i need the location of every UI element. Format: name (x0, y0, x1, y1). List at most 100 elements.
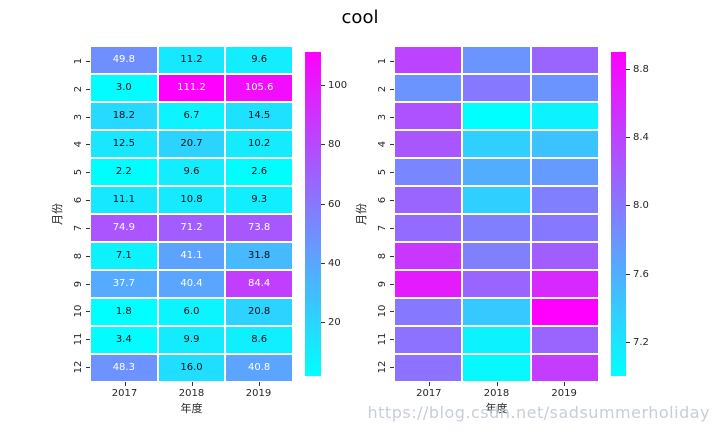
y-tick-label: 10 (377, 305, 388, 318)
x-tick-mark (428, 382, 430, 386)
colorbar-tick-label: 7.2 (633, 336, 649, 348)
heatmap-cell: 105.6 (226, 75, 292, 101)
colorbar-tick-label: 8.8 (633, 64, 649, 76)
colorbar-tick-mark (321, 203, 325, 205)
y-tick-mark (390, 172, 394, 174)
heatmap-cell: 84.4 (226, 271, 292, 297)
y-tick-mark (86, 60, 90, 62)
heatmap-cell: 20.8 (226, 299, 292, 325)
heatmap-cell (463, 159, 530, 185)
heatmap-cell: 6.7 (158, 103, 225, 129)
colorbar-tick-mark (321, 322, 325, 324)
colorbar-tick-label: 20 (328, 317, 341, 329)
heatmap-cell (463, 215, 530, 241)
heatmap-cell: 14.5 (226, 103, 292, 129)
heatmap-cell: 18.2 (91, 103, 157, 129)
heatmap-cell: 11.1 (91, 187, 157, 213)
y-tick-label: 12 (377, 360, 388, 374)
y-tick-mark (86, 367, 90, 369)
heatmap-cell: 41.1 (158, 243, 225, 269)
heatmap-cell: 49.8 (91, 47, 157, 73)
y-tick-label: 1 (377, 57, 388, 65)
heatmap-cell: 3.4 (91, 327, 157, 353)
heatmap-cell (463, 355, 530, 381)
heatmap-cell (531, 327, 598, 353)
y-tick-mark (390, 200, 394, 202)
colorbar-tick-mark (626, 69, 630, 71)
heatmap-cell: 40.4 (158, 271, 225, 297)
y-tick-mark (390, 60, 394, 62)
heatmap-cell: 2.2 (91, 159, 157, 185)
y-tick-mark (86, 311, 90, 313)
heatmap-cell: 9.3 (226, 187, 292, 213)
heatmap-cell (531, 131, 598, 157)
y-tick-label: 6 (377, 196, 388, 204)
y-tick-mark (86, 172, 90, 174)
heatmap-cell (531, 103, 598, 129)
heatmap-cell: 12.5 (91, 131, 157, 157)
heatmap-cell: 73.8 (226, 215, 292, 241)
heatmap-cell (463, 271, 530, 297)
y-tick-mark (86, 200, 90, 202)
heatmap-cell (395, 187, 462, 213)
heatmap-cell: 31.8 (226, 243, 292, 269)
chart-title: cool (341, 7, 379, 28)
y-tick-mark (390, 227, 394, 229)
y-tick-label: 3 (377, 113, 388, 120)
heatmap-cell: 6.0 (158, 299, 225, 325)
y-tick-mark (86, 283, 90, 285)
x-tick-label: 2019 (245, 388, 272, 399)
y-tick-mark (86, 144, 90, 146)
heatmap-cell (463, 327, 530, 353)
heatmap-cell (395, 47, 462, 73)
colorbar-tick-label: 8.4 (633, 132, 649, 144)
heatmap-cell: 111.2 (158, 75, 225, 101)
y-tick-label: 7 (377, 224, 388, 232)
heatmap-cell (531, 75, 598, 101)
heatmap-grid (395, 47, 598, 381)
heatmap-cell (395, 355, 462, 381)
heatmap-cell: 7.1 (91, 243, 157, 269)
heatmap-cell (531, 187, 598, 213)
heatmap-cell (531, 215, 598, 241)
heatmap-cell: 48.3 (91, 355, 157, 381)
heatmap-cell (463, 75, 530, 101)
x-tick-mark (191, 382, 193, 386)
heatmap-cell (395, 75, 462, 101)
heatmap-cell: 16.0 (158, 355, 225, 381)
heatmap-cell (531, 355, 598, 381)
heatmap-cell (463, 299, 530, 325)
y-tick-mark (390, 367, 394, 369)
x-tick-label: 2019 (551, 388, 577, 399)
heatmap-cell (531, 159, 598, 185)
x-tick-mark (258, 382, 260, 386)
y-tick-mark (86, 227, 90, 229)
colorbar-tick-mark (321, 85, 325, 87)
heatmap-cell (395, 271, 462, 297)
colorbar-tick-mark (321, 262, 325, 264)
colorbar-tick-label: 7.6 (633, 268, 649, 280)
heatmap-cell (463, 131, 530, 157)
x-tick-label: 2018 (178, 388, 205, 399)
heatmap-cell: 9.6 (158, 159, 225, 185)
heatmap-cell (395, 159, 462, 185)
heatmap-cell: 1.8 (91, 299, 157, 325)
heatmap-cell: 2.6 (226, 159, 292, 185)
heatmap-cell (395, 327, 462, 353)
y-tick-mark (86, 255, 90, 257)
heatmap-cell: 71.2 (158, 215, 225, 241)
y-tick-label: 2 (377, 85, 388, 92)
colorbar-tick-mark (626, 273, 630, 275)
y-tick-label: 9 (377, 280, 388, 287)
heatmap-cell: 9.9 (158, 327, 225, 353)
y-tick-mark (86, 339, 90, 341)
colorbar-tick-label: 8.0 (633, 200, 649, 212)
heatmap-cell (531, 299, 598, 325)
heatmap-cell (463, 243, 530, 269)
colorbar-tick-label: 100 (328, 80, 348, 92)
heatmap-cell: 9.6 (226, 47, 292, 73)
heatmap-cell: 3.0 (91, 75, 157, 101)
